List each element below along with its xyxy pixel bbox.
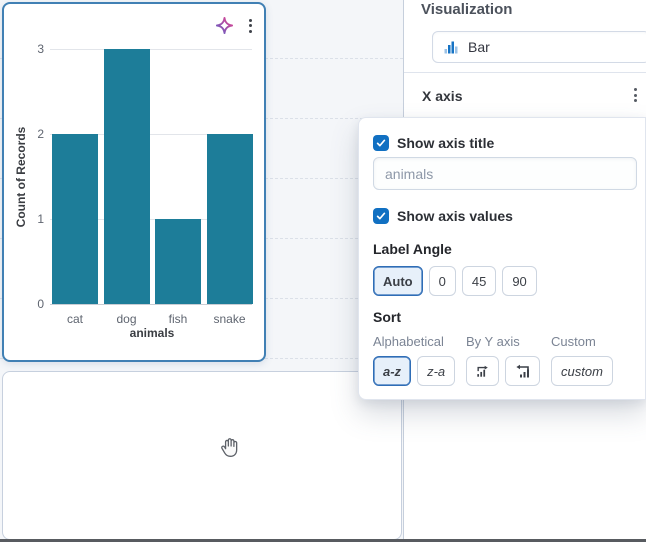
sort-alphabetical-group: a-z z-a	[373, 356, 456, 386]
bar-cat[interactable]	[52, 134, 98, 304]
chart-type-label: Bar	[468, 39, 490, 55]
window-bottom-edge	[0, 539, 646, 542]
panel-options-icon[interactable]	[247, 17, 254, 35]
grab-hand-cursor-icon	[221, 438, 238, 457]
sort-by-y-axis-label: By Y axis	[466, 334, 520, 349]
bar-dog[interactable]	[103, 49, 150, 304]
sort-y-ascending-button[interactable]	[466, 356, 499, 386]
angle-option-90[interactable]: 90	[502, 266, 537, 296]
sort-by-y-group	[466, 356, 540, 386]
show-axis-title-checkbox[interactable]	[373, 135, 389, 151]
sort-za-button[interactable]: z-a	[417, 356, 456, 386]
x-axis-line	[50, 304, 252, 305]
axis-title-input[interactable]	[373, 157, 637, 190]
gridline	[50, 219, 252, 220]
sort-custom-group: custom	[551, 356, 613, 386]
show-axis-title-label: Show axis title	[397, 135, 495, 151]
sort-heading: Sort	[373, 309, 401, 325]
bar-chart-icon	[444, 41, 458, 54]
sort-alphabetical-label: Alphabetical	[373, 334, 444, 349]
angle-option-Auto[interactable]: Auto	[373, 266, 423, 296]
x-tick-label: dog	[116, 312, 137, 326]
y-tick-label: 1	[37, 212, 44, 226]
show-axis-title-row: Show axis title	[373, 135, 494, 151]
chart-type-select[interactable]: Bar	[432, 31, 646, 63]
x-tick-label: snake	[213, 312, 246, 326]
dashboard-canvas: Count of Records animals 0 1 2 3 cat dog fish s…	[0, 2, 403, 540]
gridline	[50, 134, 252, 135]
divider	[404, 72, 646, 73]
label-angle-heading: Label Angle	[373, 241, 452, 257]
angle-option-0[interactable]: 0	[428, 266, 456, 296]
gridline	[50, 49, 252, 50]
y-tick-label: 0	[37, 297, 44, 311]
show-axis-values-checkbox[interactable]	[373, 208, 389, 224]
xaxis-options-icon[interactable]	[632, 86, 639, 104]
x-axis-title: animals	[129, 326, 175, 340]
plot-area: Count of Records animals 0 1 2 3 cat dog fish s…	[4, 4, 264, 360]
ai-sparkle-icon[interactable]	[213, 14, 236, 37]
x-tick-label: fish	[168, 312, 188, 326]
sort-custom-button[interactable]: custom	[551, 356, 613, 386]
visualization-heading: Visualization	[421, 1, 513, 18]
bar-snake[interactable]	[206, 134, 253, 304]
show-axis-values-row: Show axis values	[373, 208, 513, 224]
xaxis-settings-popover: Show axis title Show axis values Label A…	[358, 117, 646, 400]
label-angle-group: Auto 0 45 90	[373, 266, 537, 296]
sort-y-descending-button[interactable]	[505, 356, 540, 386]
bar-fish[interactable]	[155, 219, 201, 304]
sort-az-button[interactable]: a-z	[373, 356, 412, 386]
show-axis-values-label: Show axis values	[397, 208, 513, 224]
chart-panel[interactable]: Count of Records animals 0 1 2 3 cat dog fish s…	[2, 2, 266, 362]
empty-panel	[2, 371, 402, 540]
sort-descending-icon	[516, 364, 529, 377]
y-tick-label: 3	[37, 42, 44, 56]
x-tick-label: cat	[66, 312, 83, 326]
xaxis-section-heading: X axis	[422, 88, 463, 104]
sort-custom-label: Custom	[551, 334, 596, 349]
y-tick-label: 2	[37, 127, 44, 141]
sort-ascending-icon	[477, 365, 488, 377]
angle-option-45[interactable]: 45	[461, 266, 497, 296]
